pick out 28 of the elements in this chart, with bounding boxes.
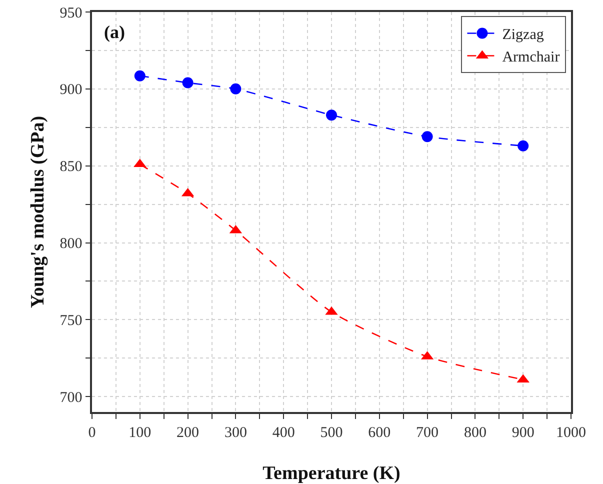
y-tick-label: 900	[60, 82, 82, 98]
x-tick-label: 0	[88, 424, 96, 441]
x-axis-title: Temperature (K)	[262, 463, 400, 484]
legend-label: Armchair	[502, 50, 560, 66]
y-axis-title: Young's modulus (GPa)	[28, 116, 48, 308]
x-tick-label: 400	[272, 424, 295, 441]
point	[230, 83, 242, 94]
x-tick-label: 100	[128, 424, 152, 441]
point	[422, 131, 433, 142]
x-tick-label: 1000	[556, 424, 586, 441]
y-tick-label: 750	[60, 312, 82, 329]
y-tick-label: 800	[60, 236, 82, 252]
x-tick-label: 300	[224, 424, 247, 441]
point	[326, 110, 337, 121]
point	[518, 140, 529, 152]
legend-label: Zigzag	[502, 27, 544, 44]
annotation: (a)	[104, 22, 125, 42]
x-tick-label: 200	[176, 424, 200, 441]
x-tick-label: 800	[464, 424, 486, 441]
y-tick-label: 700	[60, 390, 82, 406]
x-tick-label: 700	[416, 424, 439, 441]
point	[182, 77, 194, 88]
point	[134, 70, 146, 82]
x-tick-label: 900	[512, 424, 534, 441]
y-tick-label: 950	[60, 5, 82, 22]
y-tick-label: 850	[60, 159, 82, 176]
x-tick-label: 500	[320, 424, 343, 441]
x-tick-label: 600	[368, 424, 391, 441]
